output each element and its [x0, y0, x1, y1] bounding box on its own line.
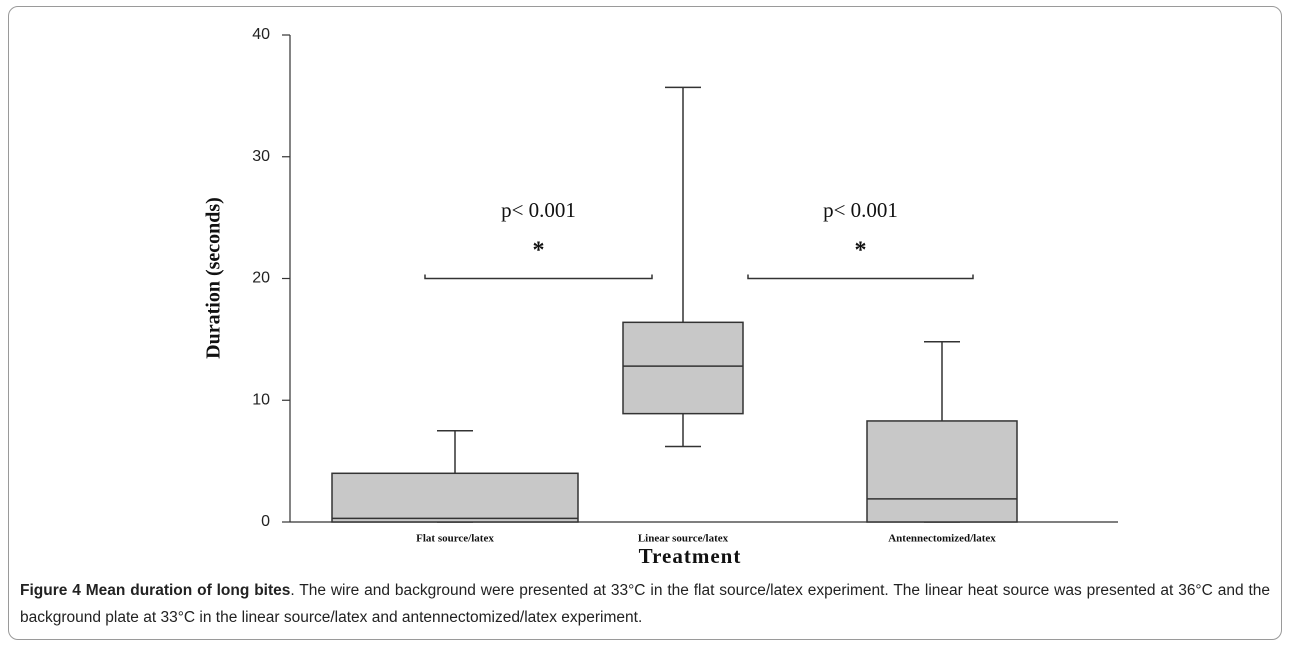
chart: Duration (seconds) Treatment 0 10 20 30 40 Fl… — [203, 26, 1118, 568]
significance-star: * — [533, 238, 545, 264]
x-tick-label: Linear source/latex — [638, 533, 729, 545]
figure-frame — [8, 6, 1282, 640]
y-tick-label: 10 — [252, 391, 270, 408]
p-value-label: p< 0.001 — [501, 198, 576, 222]
caption-label: Figure 4 Mean duration of long bites — [20, 582, 291, 599]
caption-text: . The wire and background were presented… — [20, 582, 1270, 626]
y-tick-label: 40 — [252, 26, 270, 43]
p-value-label: p< 0.001 — [823, 198, 898, 222]
caption: Figure 4 Mean duration of long bites. Th… — [20, 577, 1270, 631]
y-tick-label: 30 — [252, 148, 270, 165]
x-tick-label: Flat source/latex — [416, 533, 494, 545]
box — [331, 472, 579, 523]
y-tick-label: 0 — [261, 513, 270, 530]
x-tick-label: Antennectomized/latex — [888, 533, 996, 545]
y-tick-label: 20 — [252, 270, 270, 287]
x-axis-label: Treatment — [639, 544, 742, 568]
box — [622, 321, 744, 415]
y-axis-label: Duration (seconds) — [203, 197, 225, 359]
box — [866, 420, 1018, 523]
significance-star: * — [855, 238, 867, 264]
significance-bracket — [424, 274, 653, 280]
significance-bracket — [747, 274, 974, 280]
